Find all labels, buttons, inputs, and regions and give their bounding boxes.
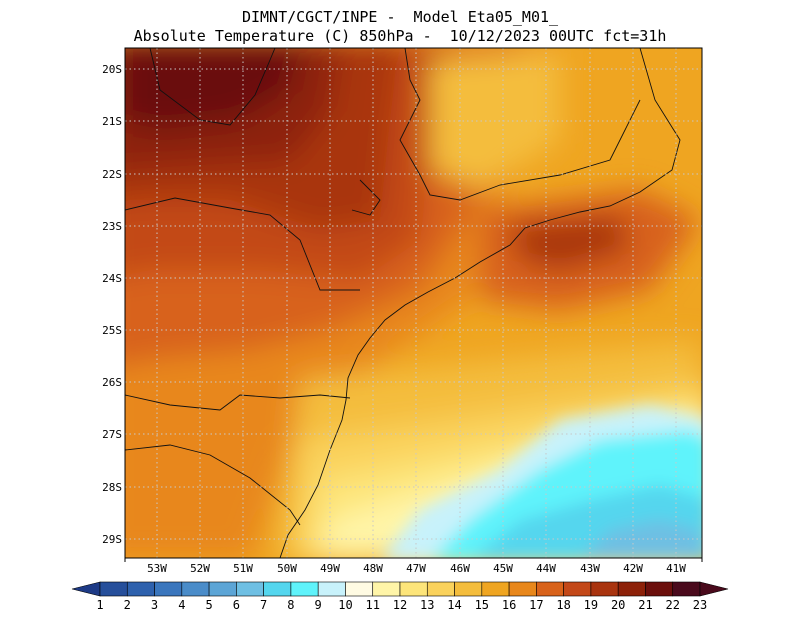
lon-label: 51W <box>233 562 253 575</box>
colorbar-label: 7 <box>260 598 268 612</box>
ticks <box>124 558 703 562</box>
colorbar <box>71 581 729 597</box>
lon-label: 41W <box>666 562 686 575</box>
chart-title-line-2: Absolute Temperature (C) 850hPa - 10/12/… <box>133 27 667 45</box>
lat-label: 21S <box>102 115 122 128</box>
lon-label: 47W <box>406 562 426 575</box>
colorbar-label: 12 <box>392 598 408 612</box>
lat-label: 29S <box>102 533 122 546</box>
colorbar-label: 2 <box>123 598 131 612</box>
colorbar-swatch <box>372 581 401 597</box>
lat-label: 24S <box>102 272 122 285</box>
colorbar-right-arrow <box>699 581 729 597</box>
colorbar-label: 17 <box>529 598 544 612</box>
colorbar-swatch <box>563 581 592 597</box>
colorbar-swatch <box>536 581 564 597</box>
colorbar-swatch <box>154 581 183 597</box>
lat-label: 27S <box>102 428 122 441</box>
map-frame <box>124 47 703 559</box>
colorbar-swatch <box>508 581 537 597</box>
colorbar-swatch <box>426 581 455 597</box>
graticule <box>125 48 702 558</box>
colorbar-label: 13 <box>420 598 435 612</box>
colorbar-swatch <box>236 581 264 597</box>
colorbar-swatch <box>481 581 510 597</box>
lon-label: 49W <box>320 562 340 575</box>
colorbar-label: 4 <box>178 598 186 612</box>
colorbar-swatch <box>617 581 646 597</box>
colorbar-label: 11 <box>365 598 380 612</box>
colorbar-label: 14 <box>447 598 462 612</box>
colorbar-swatch <box>645 581 674 597</box>
lat-label: 20S <box>102 63 122 76</box>
colorbar-label: 15 <box>474 598 490 612</box>
colorbar-swatch <box>590 581 619 597</box>
lon-label: 44W <box>536 562 556 575</box>
lon-label: 50W <box>277 562 297 575</box>
colorbar-label: 8 <box>287 598 295 612</box>
lon-label: 43W <box>580 562 600 575</box>
colorbar-swatch <box>126 581 155 597</box>
temperature-field <box>125 48 702 558</box>
colorbar-left-arrow <box>71 581 101 597</box>
lon-label: 46W <box>450 562 470 575</box>
colorbar-label: 5 <box>205 598 213 612</box>
lat-label: 25S <box>102 324 122 337</box>
colorbar-label: 22 <box>665 598 680 612</box>
lon-label: 53W <box>147 562 167 575</box>
lat-label: 22S <box>102 168 122 181</box>
colorbar-swatch <box>454 581 483 597</box>
colorbar-swatch <box>99 581 128 597</box>
colorbar-swatch <box>317 581 346 597</box>
colorbar-label: 23 <box>692 598 708 612</box>
colorbar-label: 3 <box>150 598 159 612</box>
colorbar-swatch <box>345 581 374 597</box>
chart-title-line-1: DIMNT/CGCT/INPE - Model Eta05_M01_ <box>241 8 559 26</box>
colorbar-swatch <box>399 581 428 597</box>
lat-label: 26S <box>102 376 122 389</box>
colorbar-label: 18 <box>556 598 571 612</box>
colorbar-swatch <box>263 581 292 597</box>
lon-label: 42W <box>623 562 643 575</box>
colorbar-swatch <box>181 581 210 597</box>
lat-label: 23S <box>102 220 122 233</box>
colorbar-label: 21 <box>638 598 653 612</box>
lon-label: 48W <box>363 562 383 575</box>
colorbar-swatch <box>208 581 237 597</box>
colorbar-label: 16 <box>501 598 517 612</box>
colorbar-swatch <box>290 581 319 597</box>
colorbar-label: 10 <box>338 598 353 612</box>
colorbar-label: 9 <box>314 598 322 612</box>
colorbar-label: 6 <box>232 598 240 612</box>
lon-label: 45W <box>493 562 513 575</box>
colorbar-label: 20 <box>610 598 626 612</box>
colorbar-label: 1 <box>96 598 104 612</box>
lat-label: 28S <box>102 481 122 494</box>
lon-label: 52W <box>190 562 210 575</box>
colorbar-label: 19 <box>583 598 599 612</box>
colorbar-swatch <box>672 581 701 597</box>
